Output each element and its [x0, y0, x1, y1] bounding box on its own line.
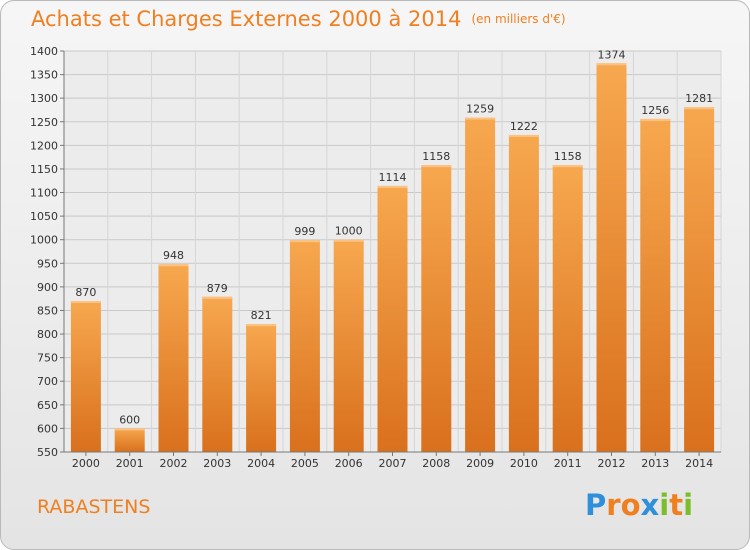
bar-highlight	[70, 301, 101, 304]
x-tick-label-2008: 2008	[422, 457, 450, 470]
y-tick-label: 1100	[30, 187, 58, 200]
x-tick-label-2000: 2000	[72, 457, 100, 470]
x-tick-label-2011: 2011	[554, 457, 582, 470]
bar-highlight	[552, 165, 583, 168]
logo-letter: i	[683, 488, 694, 522]
bar-highlight	[377, 185, 408, 188]
value-label-2000: 870	[75, 286, 96, 299]
bar-2000	[70, 301, 101, 452]
y-tick-label: 700	[37, 375, 58, 388]
bar-highlight	[640, 118, 671, 121]
x-tick-label-2002: 2002	[160, 457, 188, 470]
bar-highlight	[333, 239, 364, 242]
logo-letter: x	[640, 488, 660, 522]
bar-highlight	[465, 117, 496, 120]
x-tick-label-2004: 2004	[247, 457, 275, 470]
y-tick-label: 550	[37, 446, 58, 459]
y-tick-label: 1300	[30, 92, 58, 105]
bar-highlight	[508, 134, 539, 137]
y-tick-label: 1000	[30, 234, 58, 247]
value-label-2007: 1114	[379, 171, 407, 184]
x-tick-label-2001: 2001	[116, 457, 144, 470]
bar-2012	[596, 63, 627, 453]
value-label-2010: 1222	[510, 120, 538, 133]
value-label-2013: 1256	[641, 104, 669, 117]
bar-2009	[465, 117, 496, 452]
bar-2007	[377, 185, 408, 452]
y-tick-label: 1400	[30, 45, 58, 58]
bar-2011	[552, 165, 583, 452]
value-label-2008: 1158	[422, 150, 450, 163]
y-tick-label: 1150	[30, 163, 58, 176]
chart-title: Achats et Charges Externes 2000 à 2014 (e…	[31, 7, 566, 31]
y-tick-label: 1250	[30, 116, 58, 129]
value-label-2004: 821	[251, 309, 272, 322]
x-tick-label-2003: 2003	[203, 457, 231, 470]
x-tick-label-2010: 2010	[510, 457, 538, 470]
logo-letter: P	[585, 488, 607, 522]
value-label-2012: 1374	[598, 48, 626, 61]
y-tick-label: 1200	[30, 139, 58, 152]
value-label-2003: 879	[207, 282, 228, 295]
logo-letter: r	[606, 488, 621, 522]
bar-2010	[508, 134, 539, 452]
bar-highlight	[158, 264, 189, 267]
bar-highlight	[246, 324, 277, 327]
value-label-2009: 1259	[466, 103, 494, 116]
value-label-2006: 1000	[335, 225, 363, 238]
y-tick-label: 1350	[30, 69, 58, 82]
bar-2004	[246, 324, 277, 452]
proxiti-logo: Proxiti	[585, 488, 693, 522]
bar-2006	[333, 239, 364, 452]
logo-letter: t	[669, 488, 684, 522]
y-tick-label: 950	[37, 257, 58, 270]
bar-2014	[684, 107, 715, 452]
bar-2003	[202, 296, 233, 452]
x-tick-label-2005: 2005	[291, 457, 319, 470]
value-label-2011: 1158	[554, 150, 582, 163]
x-tick-label-2006: 2006	[335, 457, 363, 470]
bar-2008	[421, 165, 452, 452]
x-tick-label-2009: 2009	[466, 457, 494, 470]
value-label-2002: 948	[163, 249, 184, 262]
chart-unit: (en milliers d'€)	[471, 12, 566, 26]
bar-2001	[114, 428, 145, 452]
location-name: RABASTENS	[37, 496, 151, 518]
x-tick-label-2012: 2012	[598, 457, 626, 470]
y-tick-label: 850	[37, 304, 58, 317]
value-label-2014: 1281	[685, 92, 713, 105]
chart-title-text: Achats et Charges Externes 2000 à 2014	[31, 7, 462, 31]
y-tick-label: 750	[37, 352, 58, 365]
logo-letter: o	[620, 488, 641, 522]
bar-highlight	[421, 165, 452, 168]
value-label-2005: 999	[294, 225, 315, 238]
bar-2005	[289, 240, 320, 452]
bar-2002	[158, 264, 189, 452]
logo-letter: i	[659, 488, 670, 522]
y-tick-label: 800	[37, 328, 58, 341]
bar-highlight	[114, 428, 145, 431]
x-tick-label-2013: 2013	[641, 457, 669, 470]
value-label-2001: 600	[119, 413, 140, 426]
x-tick-label-2014: 2014	[685, 457, 713, 470]
bar-highlight	[684, 107, 715, 110]
y-tick-label: 900	[37, 281, 58, 294]
x-tick-label-2007: 2007	[379, 457, 407, 470]
y-tick-label: 1050	[30, 210, 58, 223]
bar-highlight	[596, 63, 627, 66]
bar-highlight	[289, 240, 320, 243]
bar-highlight	[202, 296, 233, 299]
y-tick-label: 650	[37, 399, 58, 412]
bar-2013	[640, 118, 671, 453]
y-tick-label: 600	[37, 422, 58, 435]
